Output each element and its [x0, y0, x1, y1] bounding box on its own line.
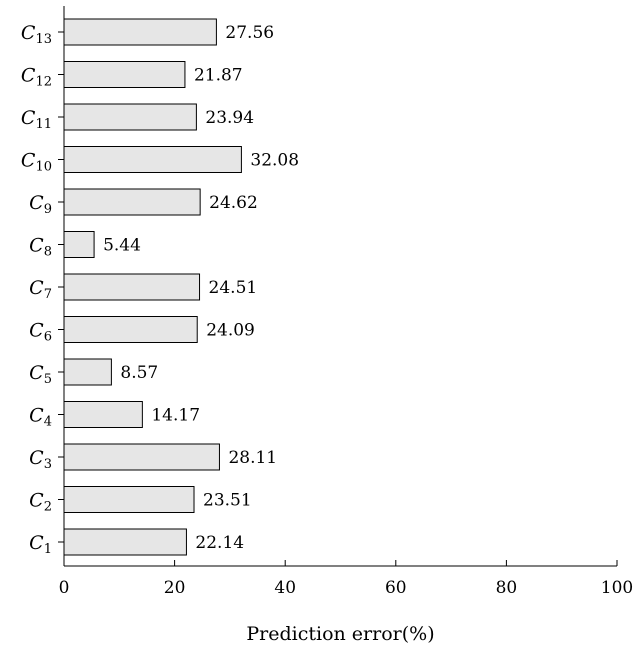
value-label-c12: 21.87	[194, 66, 243, 86]
value-label-c10: 32.08	[250, 151, 299, 171]
x-tick-label-80: 80	[496, 578, 518, 598]
value-label-c5: 8.57	[120, 363, 158, 383]
value-label-c4: 14.17	[151, 406, 200, 426]
category-label-c12: C12	[21, 65, 52, 90]
y-axis-ticks	[58, 31, 64, 543]
x-tick-label-60: 60	[385, 578, 407, 598]
category-label-c2: C2	[29, 490, 52, 515]
category-label-c1: C1	[29, 532, 52, 557]
bar-c7	[63, 273, 201, 301]
category-label-c4: C4	[29, 405, 52, 430]
value-label-c7: 24.51	[209, 278, 258, 298]
bar-c5	[63, 358, 112, 386]
bar-c1	[63, 528, 187, 556]
x-tick-label-40: 40	[274, 578, 296, 598]
category-label-c8: C8	[29, 235, 52, 260]
bar-c4	[63, 401, 143, 428]
value-label-c8: 5.44	[103, 236, 141, 256]
x-tick-label-20: 20	[164, 578, 186, 598]
bar-c13	[63, 18, 217, 46]
value-label-c1: 22.14	[195, 533, 244, 553]
bar-c10	[63, 146, 242, 173]
x-tick-label-100: 100	[601, 578, 633, 598]
y-axis-category-labels: C1 C2 C3 C4 C5 C6 C7 C8 C9 C10 C11 C12 C13	[21, 22, 52, 557]
category-label-c13: C13	[21, 22, 52, 47]
value-label-c2: 23.51	[203, 491, 252, 511]
category-label-c10: C10	[21, 150, 52, 175]
bar-c8	[63, 231, 95, 258]
category-label-c6: C6	[29, 320, 52, 345]
category-label-c7: C7	[29, 277, 52, 302]
category-label-c11: C11	[21, 107, 52, 132]
x-axis-ticks	[63, 560, 618, 566]
value-label-c6: 24.09	[206, 321, 255, 341]
value-labels-layer: 22.14 23.51 28.11 14.17 8.57 24.09 24.51 5.44 24…	[103, 23, 299, 553]
bar-c2	[63, 486, 195, 513]
bar-c6	[63, 316, 198, 343]
value-label-c13: 27.56	[225, 23, 274, 43]
bar-c12	[63, 61, 186, 88]
category-label-c5: C5	[29, 362, 52, 387]
bar-c11	[63, 103, 197, 131]
category-label-c3: C3	[29, 447, 52, 472]
value-label-c9: 24.62	[209, 193, 258, 213]
value-label-c11: 23.94	[205, 108, 254, 128]
bar-c3	[63, 443, 220, 471]
x-tick-label-0: 0	[59, 578, 70, 598]
x-axis-tick-labels: 0 20 40 60 80 100	[59, 578, 634, 598]
bar-c9	[63, 188, 201, 216]
value-label-c3: 28.11	[228, 448, 277, 468]
bars-layer	[63, 18, 242, 556]
x-axis-label: Prediction error(%)	[246, 623, 434, 645]
category-label-c9: C9	[29, 192, 52, 217]
